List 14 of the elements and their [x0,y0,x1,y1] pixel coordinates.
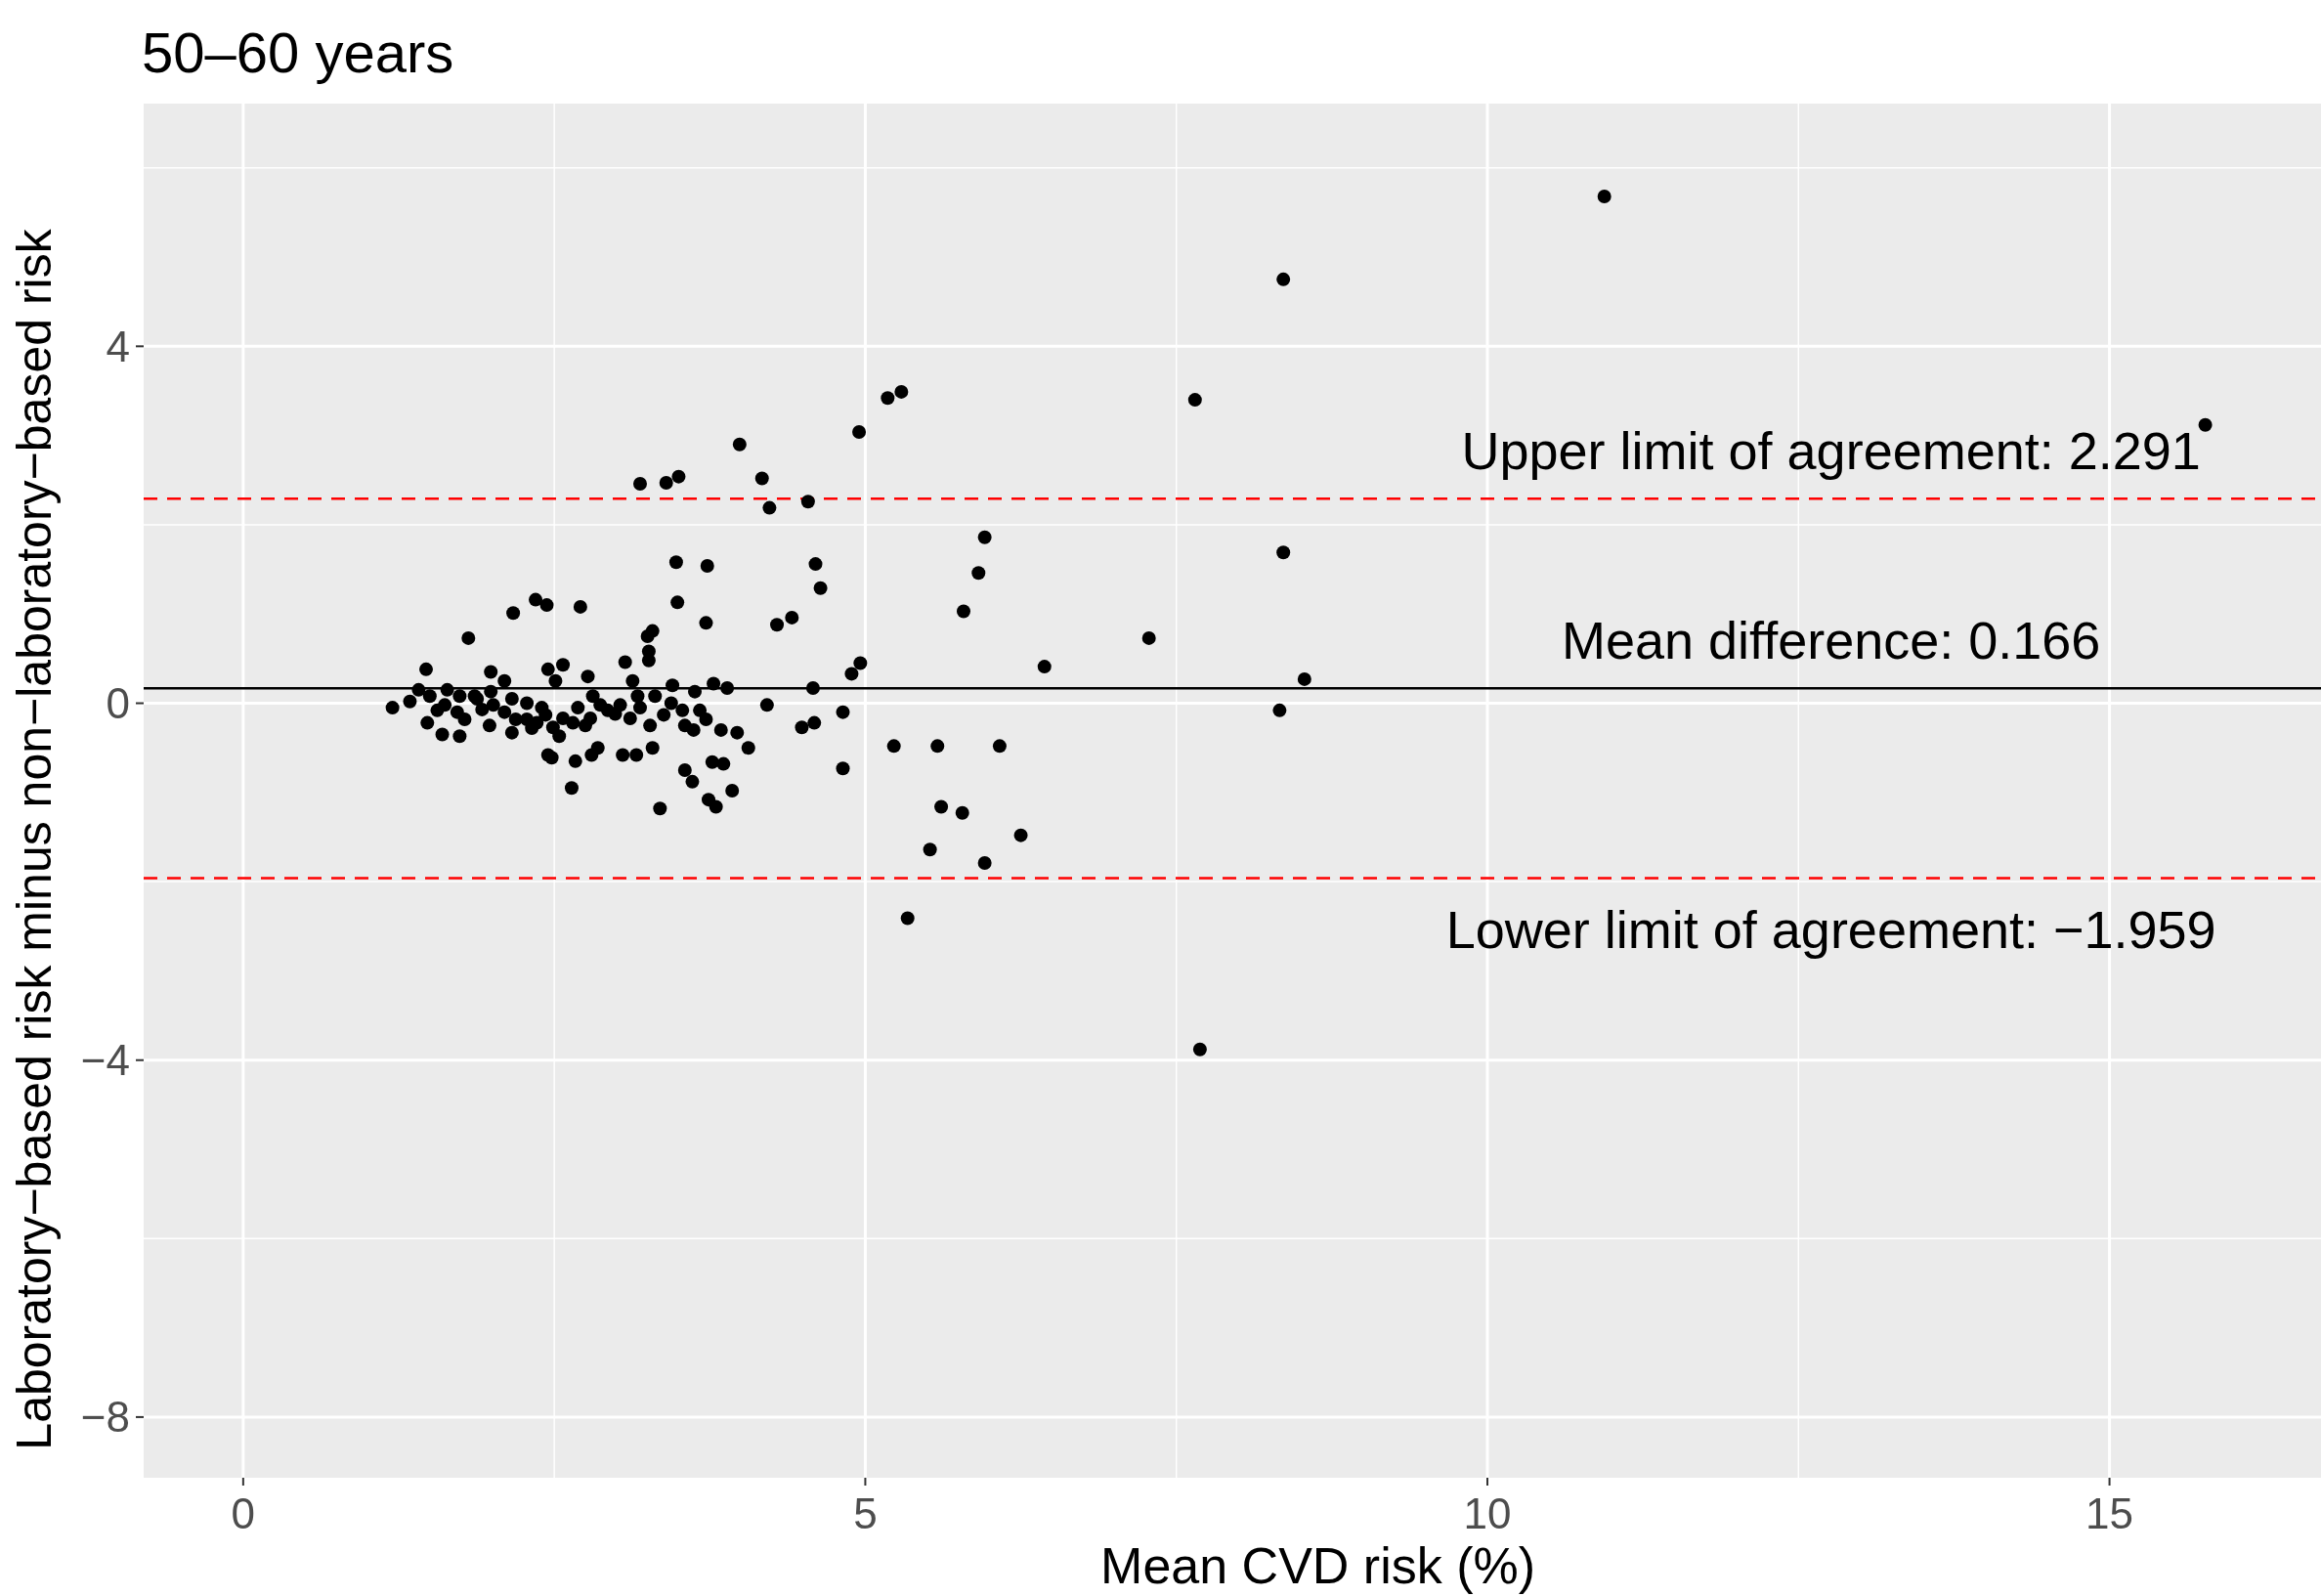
x-tick-label: 15 [2085,1489,2134,1537]
y-tick-label: −4 [80,1036,130,1085]
y-axis-title: Laboratory−based risk minus non−laboratory−based risk [7,228,62,1450]
ref-line-label: Lower limit of agreement: −1.959 [1445,900,2216,960]
ref-line-label: Upper limit of agreement: 2.291 [1461,421,2201,481]
x-axis-title: Mean CVD risk (%) [1100,1537,1536,1594]
x-tick-label: 5 [853,1489,878,1537]
y-tick-label: 0 [106,678,130,727]
ref-line-label: Mean difference: 0.166 [1562,611,2101,670]
y-tick-label: 4 [106,322,130,370]
y-tick-label: −8 [80,1393,130,1442]
x-tick-label: 0 [231,1489,256,1537]
chart-title: 50–60 years [142,21,454,84]
x-tick-label: 10 [1463,1489,1512,1537]
